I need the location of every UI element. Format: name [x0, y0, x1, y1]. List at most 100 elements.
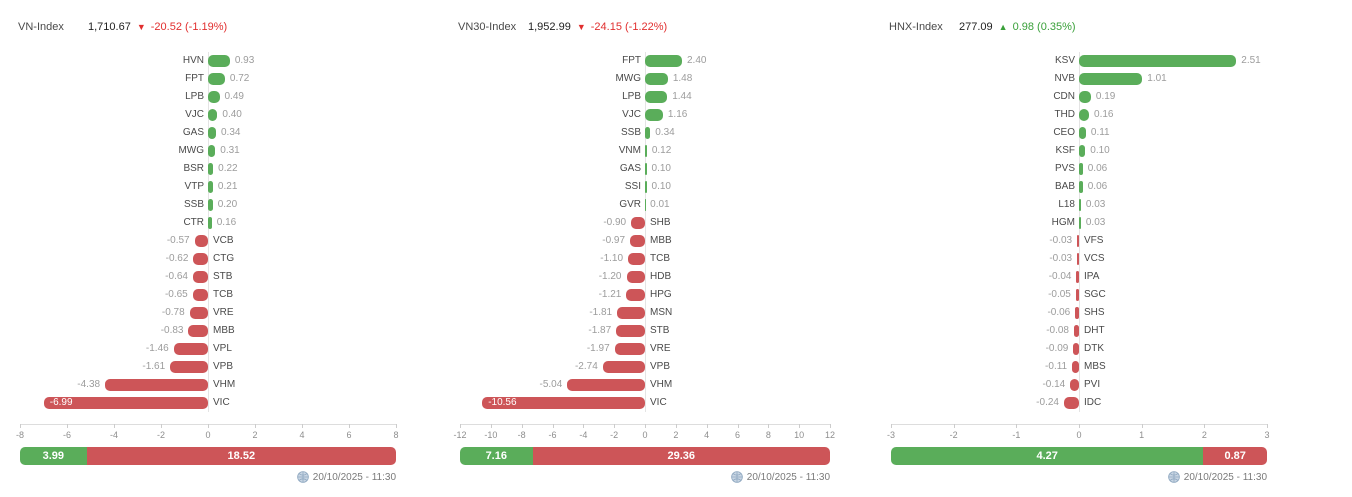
- axis-tick: [614, 424, 616, 428]
- ticker-label: HVN: [182, 55, 204, 66]
- impact-value-label: 0.16: [216, 217, 237, 228]
- impact-value-label: -0.97: [602, 235, 626, 246]
- x-axis: -8 -6 -4 -2 0 2 4 6 8: [16, 424, 399, 443]
- impact-bar-row[interactable]: HVN 0.93: [20, 52, 396, 70]
- impact-bar-row[interactable]: GVR 0.01: [460, 196, 830, 214]
- impact-bar-row[interactable]: VIC -6.99: [20, 394, 396, 412]
- impact-bar-row[interactable]: VPL -1.46: [20, 340, 396, 358]
- impact-bar-row[interactable]: SSB 0.20: [20, 196, 396, 214]
- ticker-label: VRE: [213, 307, 234, 318]
- impact-bar-row[interactable]: IDC -0.24: [891, 394, 1267, 412]
- impact-bar-row[interactable]: LPB 1.44: [460, 88, 830, 106]
- positive-impact-bar: [645, 109, 663, 121]
- impact-bar-row[interactable]: CDN 0.19: [891, 88, 1267, 106]
- impact-bar-row[interactable]: VRE -0.78: [20, 304, 396, 322]
- index-value: 1,952.99: [528, 21, 571, 33]
- axis-tick: [396, 424, 397, 428]
- impact-bar-row[interactable]: HDB -1.20: [460, 268, 830, 286]
- axis-tick-label: -6: [62, 430, 72, 440]
- impact-value-label: -0.03: [1049, 253, 1073, 264]
- timestamp-row: 20/10/2025 - 11:30: [460, 471, 830, 483]
- impact-bar-row[interactable]: TCB -1.10: [460, 250, 830, 268]
- impact-bar-row[interactable]: FPT 0.72: [20, 70, 396, 88]
- ticker-label: SHS: [1084, 307, 1105, 318]
- impact-bar-row[interactable]: VJC 1.16: [460, 106, 830, 124]
- timestamp: 20/10/2025 - 11:30: [312, 471, 396, 483]
- impact-value-label: 2.51: [1241, 55, 1261, 66]
- impact-value-label: 0.06: [1087, 181, 1108, 192]
- impact-bar-row[interactable]: MSN -1.81: [460, 304, 830, 322]
- axis-tick: [161, 424, 162, 428]
- positive-impact-bar: [645, 55, 682, 67]
- impact-bar-row[interactable]: VRE -1.97: [460, 340, 830, 358]
- impact-bar-row[interactable]: HPG -1.21: [460, 286, 830, 304]
- positive-impact-bar: [645, 73, 668, 85]
- impact-bar-row[interactable]: CTR 0.16: [20, 214, 396, 232]
- ticker-label: MBS: [1084, 361, 1106, 372]
- impact-bar-row[interactable]: VIC -10.56: [460, 394, 830, 412]
- impact-value-label: -0.04: [1048, 271, 1072, 282]
- impact-bar-row[interactable]: BAB 0.06: [891, 178, 1267, 196]
- impact-bar-row[interactable]: VCS -0.03: [891, 250, 1267, 268]
- axis-tick: [583, 424, 585, 428]
- impact-bar-row[interactable]: VPB -1.61: [20, 358, 396, 376]
- impact-bar-row[interactable]: STB -1.87: [460, 322, 830, 340]
- ticker-label: FPT: [185, 73, 204, 84]
- positive-impact-bar: [208, 55, 230, 67]
- impact-bar-row[interactable]: VFS -0.03: [891, 232, 1267, 250]
- impact-bar-row[interactable]: SHS -0.06: [891, 304, 1267, 322]
- axis-tick-label: 12: [824, 430, 836, 440]
- positive-impact-bar: [1079, 145, 1086, 157]
- impact-bar-row[interactable]: VCB -0.57: [20, 232, 396, 250]
- positive-impact-bar: [208, 217, 212, 229]
- impact-value-label: -0.09: [1045, 343, 1069, 354]
- impact-bar-row[interactable]: SHB -0.90: [460, 214, 830, 232]
- impact-bar-row[interactable]: VJC 0.40: [20, 106, 396, 124]
- positive-impact-bar: [645, 91, 668, 103]
- impact-bar-row[interactable]: DHT -0.08: [891, 322, 1267, 340]
- impact-bar-row[interactable]: TCB -0.65: [20, 286, 396, 304]
- impact-bar-row[interactable]: VNM 0.12: [460, 142, 830, 160]
- impact-bar-row[interactable]: SSB 0.34: [460, 124, 830, 142]
- impact-bar-row[interactable]: IPA -0.04: [891, 268, 1267, 286]
- impact-bar-row[interactable]: PVI -0.14: [891, 376, 1267, 394]
- impact-bar-row[interactable]: VHM -5.04: [460, 376, 830, 394]
- impact-bar-row[interactable]: LPB 0.49: [20, 88, 396, 106]
- impact-bar-row[interactable]: VHM -4.38: [20, 376, 396, 394]
- impact-bar-row[interactable]: HGM 0.03: [891, 214, 1267, 232]
- impact-bar-row[interactable]: MWG 0.31: [20, 142, 396, 160]
- impact-bar-row[interactable]: STB -0.64: [20, 268, 396, 286]
- ticker-label: HPG: [650, 289, 672, 300]
- impact-bar-row[interactable]: VPB -2.74: [460, 358, 830, 376]
- index-change: -24.15 (-1.22%): [590, 21, 668, 33]
- impact-bar-row[interactable]: THD 0.16: [891, 106, 1267, 124]
- impact-bar-row[interactable]: MBS -0.11: [891, 358, 1267, 376]
- axis-tick: [302, 424, 303, 428]
- impact-bar-row[interactable]: FPT 2.40: [460, 52, 830, 70]
- impact-bar-row[interactable]: L18 0.03: [891, 196, 1267, 214]
- ticker-label: MWG: [615, 73, 641, 84]
- impact-bar-row[interactable]: SSI 0.10: [460, 178, 830, 196]
- impact-bar-row[interactable]: SGC -0.05: [891, 286, 1267, 304]
- impact-value-label: -2.74: [574, 361, 598, 372]
- index-change: -20.52 (-1.19%): [150, 21, 228, 33]
- impact-bar-row[interactable]: MBB -0.97: [460, 232, 830, 250]
- impact-bar-row[interactable]: CEO 0.11: [891, 124, 1267, 142]
- impact-bar-row[interactable]: KSF 0.10: [891, 142, 1267, 160]
- impact-bar-row[interactable]: KSV 2.51: [891, 52, 1267, 70]
- ticker-label: VCS: [1084, 253, 1105, 264]
- impact-bar-row[interactable]: DTK -0.09: [891, 340, 1267, 358]
- impact-bar-row[interactable]: GAS 0.34: [20, 124, 396, 142]
- impact-bar-row[interactable]: MBB -0.83: [20, 322, 396, 340]
- ticker-label: SSI: [624, 181, 641, 192]
- impact-bar-row[interactable]: NVB 1.01: [891, 70, 1267, 88]
- impact-bar-row[interactable]: VTP 0.21: [20, 178, 396, 196]
- impact-bar-row[interactable]: GAS 0.10: [460, 160, 830, 178]
- impact-bar-row[interactable]: MWG 1.48: [460, 70, 830, 88]
- impact-bar-row[interactable]: BSR 0.22: [20, 160, 396, 178]
- impact-bar-row[interactable]: PVS 0.06: [891, 160, 1267, 178]
- ticker-label: DTK: [1084, 343, 1104, 354]
- impact-bar-row[interactable]: CTG -0.62: [20, 250, 396, 268]
- axis-tick: [490, 424, 492, 428]
- ticker-label: KSV: [1054, 55, 1075, 66]
